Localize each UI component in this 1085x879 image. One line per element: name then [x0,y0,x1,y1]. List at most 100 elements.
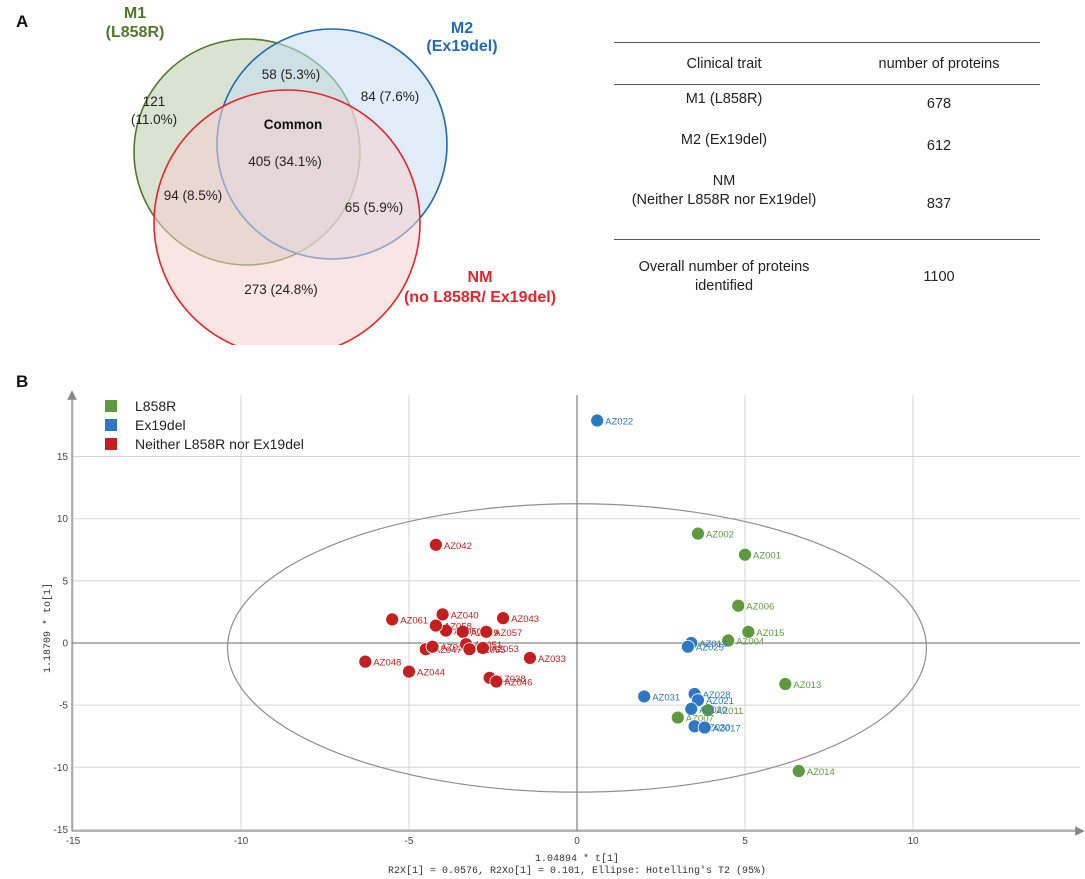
point-label-az046: AZ046 [504,678,532,689]
table-row-m1-trait: M1 (L858R) [685,91,763,107]
hotelling-ellipse [226,503,928,793]
table-row-nm-trait: NM [712,173,736,189]
point-az040 [435,607,450,622]
point-az011 [701,703,715,718]
point-az017 [697,720,712,735]
venn-sub-nm: (no L858R/ Ex19del) [404,289,556,306]
point-label-az057: AZ057 [494,628,522,639]
point-label-az042: AZ042 [444,541,472,552]
point-az033 [523,651,537,665]
y-tick-label: 15 [57,452,69,463]
point-az039 [425,639,440,654]
point-label-az047: AZ047 [434,645,462,656]
point-label-az015: AZ015 [756,628,784,639]
point-label-az022: AZ022 [605,417,633,428]
point-az014 [791,764,806,778]
y-axis-label: 1.18709 * to[1] [42,583,54,673]
y-tick-label: -5 [59,701,68,712]
point-label-az007: AZ007 [686,714,714,725]
table-row-m2-trait: M2 (Ex19del) [680,132,768,148]
point-label-az013: AZ013 [793,680,821,691]
point-label-az043: AZ043 [511,614,539,625]
panel-label-b: B [16,372,29,391]
venn-region-m1-only-pct: (11.0%) [131,112,177,127]
venn-title-m2: M2 [451,20,473,37]
point-label-az020: AZ020 [699,705,727,716]
point-az048 [358,654,373,669]
point-az006 [731,598,746,613]
table-row-nm-trait-sub: (Neither L858R nor Ex19del) [631,192,817,208]
venn-region-common: 405 (34.1%) [248,154,322,169]
point-az058 [428,618,443,633]
point-az042 [428,537,443,552]
x-tick-label: 10 [907,836,919,847]
legend-label-2: Neither L858R nor Ex19del [135,436,304,452]
point-label-az021: AZ021 [706,696,734,707]
point-label-az025: AZ025 [696,643,724,654]
table-header-count: number of proteins [878,56,1000,72]
point-label-az053: AZ053 [491,644,519,655]
legend-swatch-0 [105,400,117,412]
venn-region-m2-nm: 65 (5.9%) [345,200,404,215]
point-az057 [479,624,494,639]
table-header-trait: Clinical trait [686,56,762,72]
point-az020 [684,701,699,716]
point-label-az030: AZ030 [703,722,731,733]
point-label-az061: AZ061 [400,615,428,626]
venn-region-nm-only: 273 (24.8%) [244,282,318,297]
x-tick-label: -5 [405,836,414,847]
point-label-az028: AZ028 [703,690,731,701]
venn-title-m1: M1 [124,5,146,22]
x-tick-label: -10 [234,836,249,847]
point-label-az044: AZ044 [417,668,445,679]
point-label-az004: AZ004 [736,637,764,648]
point-label-az039: AZ039 [441,643,469,654]
point-label-az040: AZ040 [451,610,479,621]
point-az001 [738,547,752,562]
legend-swatch-2 [105,438,117,450]
point-label-az031: AZ031 [652,692,680,703]
point-label-az017: AZ017 [713,724,741,735]
y-tick-label: -15 [54,825,69,836]
legend-label-0: L858R [135,398,176,414]
venn-region-m1-nm: 94 (8.5%) [164,188,223,203]
point-label-az014: AZ014 [807,767,835,778]
point-az007 [670,710,685,725]
table-total-trait: Overall number of proteins [638,259,810,275]
point-label-az002: AZ002 [706,530,734,541]
venn-sub-m1: (L858R) [106,24,165,41]
point-label-az033: AZ033 [538,654,566,665]
table-row-m2-count: 612 [926,138,952,154]
point-az046 [489,674,504,689]
y-tick-label: 5 [62,576,68,587]
venn-circle-nm [153,89,421,345]
legend-swatch-1 [105,419,117,431]
x-axis-label: 1.04894 * t[1] [535,853,619,865]
point-label-az038: AZ038 [498,674,526,685]
point-label-az018: AZ018 [699,639,727,650]
table-header-rule [614,84,1040,85]
venn-region-m2-only: 84 (7.6%) [361,89,420,104]
venn-diagram: M1 (L858R) M2 (Ex19del) NM (no L858R/ Ex… [106,5,556,345]
y-tick-label: -10 [54,763,69,774]
table-top-rule [614,42,1040,43]
point-az013 [778,677,793,691]
point-label-az055: AZ055 [477,645,505,656]
point-az015 [741,624,756,639]
y-tick-label: 0 [62,639,68,650]
chart-footnote: R2X[1] = 0.0576, R2Xo[1] = 0.101, Ellips… [388,865,766,877]
venn-sub-m2: (Ex19del) [426,38,497,55]
point-az022 [590,413,605,428]
point-label-az058: AZ058 [444,622,472,633]
table-row-m1-count: 678 [926,96,952,112]
point-label-az048: AZ048 [373,658,401,669]
grid-layer [72,395,1080,831]
venn-region-m1-m2: 58 (5.3%) [262,67,321,82]
ellipse-layer [226,503,928,793]
point-az002 [691,526,705,541]
point-az053 [476,641,490,655]
point-label-az011: AZ011 [716,706,743,717]
x-tick-label: -15 [66,836,81,847]
